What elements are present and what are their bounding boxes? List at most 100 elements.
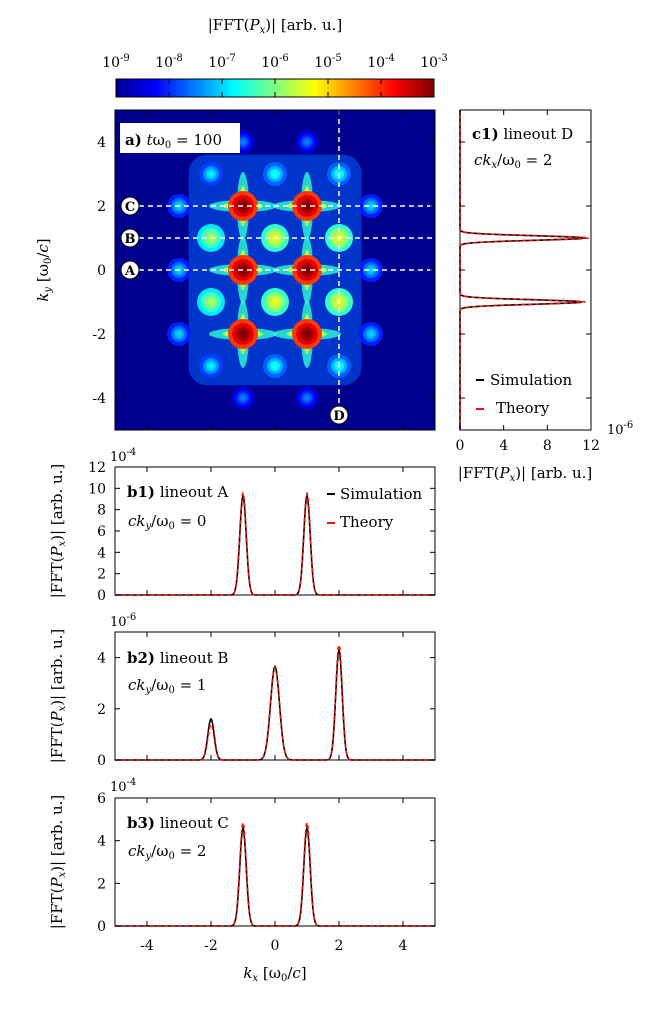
- lineout-marker-label: B: [125, 232, 136, 247]
- lineout-marker-label: A: [124, 264, 136, 279]
- colorbar-title: |FFT(Px)| [arb. u.]: [208, 16, 343, 36]
- panel-b3-xlabel: kx [ω0/c]: [243, 964, 306, 984]
- heatmap-peak: [208, 171, 214, 177]
- panel-b3-curves: [115, 822, 435, 927]
- heatmap-peak: [303, 266, 311, 274]
- legend-theory: Theory: [340, 513, 394, 531]
- lineout-marker-D: [329, 405, 349, 425]
- heatmap-peak: [368, 203, 374, 209]
- colorbar: |FFT(Px)| [arb. u.] 10-9 10-8 10-7 10-6 10-5…: [102, 16, 448, 98]
- y-tick-label: 0: [97, 919, 106, 935]
- colorbar-tick-label: 10-7: [208, 53, 236, 71]
- y-tick-label: 4: [97, 545, 106, 561]
- heatmap-peak: [176, 331, 182, 337]
- x-tick-label: 12: [582, 438, 600, 454]
- panel-a-annotation-box: [120, 123, 240, 153]
- x-tick-label: 0: [456, 438, 465, 454]
- panel-c1: c1) lineout D ckx/ω0 = 2 Simulation Theo…: [456, 109, 633, 484]
- x-tick-label: 4: [499, 438, 508, 454]
- legend-simulation: Simulation: [490, 371, 573, 389]
- legend-simulation: Simulation: [340, 485, 423, 503]
- x-tick-label: 2: [335, 938, 344, 954]
- heatmap-peak: [303, 330, 311, 338]
- y-tick-label: 6: [97, 791, 106, 807]
- heatmap-peak: [240, 395, 246, 401]
- lineout-marker-label: D: [333, 409, 344, 424]
- heatmap-peak: [304, 395, 310, 401]
- x-tick-label: -2: [204, 938, 218, 954]
- colorbar-tick-label: 10-4: [367, 53, 395, 71]
- x-tick-label: -4: [140, 938, 154, 954]
- panel-b3: 0 2 4 6 10-4 b3) lineout C cky/ω0 = 2 |FFT(…: [48, 777, 436, 984]
- heatmap-peak: [207, 298, 215, 306]
- lineout-marker-B: [120, 228, 140, 248]
- colorbar-tick-label: 10-9: [102, 53, 130, 71]
- colorbar-tick-label: 10-3: [420, 53, 448, 71]
- x-tick-label: 0: [271, 938, 280, 954]
- panel-a-y-tick-labels: -4 -2 0 2 4: [92, 135, 106, 407]
- colorbar-tick-label: 10-8: [155, 53, 183, 71]
- panel-b1-subtitle: cky/ω0 = 0: [128, 512, 206, 532]
- panel-b3-x-tick-labels: -4 -2 0 2 4: [140, 938, 407, 954]
- lineout-lines: [139, 110, 435, 406]
- panel-a-ylabel: ky [ω0/c]: [34, 238, 54, 301]
- lineout-marker-A: [120, 260, 140, 280]
- x-tick-label: 4: [399, 938, 408, 954]
- y-tick-label: 10: [88, 481, 106, 497]
- y-tick-label: -4: [92, 391, 106, 407]
- panel-b1-ticks: 0 2 4 6 8 10 12: [88, 460, 435, 604]
- panel-b3-ylabel: |FFT(Px)| [arb. u.]: [48, 795, 68, 930]
- panel-c1-x-multiplier: 10-6: [607, 420, 633, 438]
- panel-b3-subtitle: cky/ω0 = 2: [128, 842, 206, 862]
- y-tick-label: 0: [97, 588, 106, 604]
- y-tick-label: 4: [97, 135, 106, 151]
- heatmap-peak: [240, 139, 246, 145]
- panel-c1-title: c1) lineout D: [472, 125, 573, 143]
- colorbar-tick-labels: 10-9 10-8 10-7 10-6 10-5 10-4 10-3: [102, 53, 448, 71]
- panel-c1-legend: Simulation Theory: [476, 371, 573, 417]
- panel-a-label: a): [125, 131, 142, 149]
- heatmap-peak: [368, 331, 374, 337]
- series-theory: [115, 644, 435, 761]
- panel-c1-ticks: [459, 110, 592, 430]
- panel-a-annotation: a) tω0 = 100: [125, 131, 222, 151]
- y-tick-label: 12: [88, 460, 106, 476]
- series-theory: [115, 822, 435, 927]
- series-simulation: [115, 492, 435, 596]
- colorbar-tick-label: 10-6: [261, 53, 289, 71]
- series-theory: [115, 492, 435, 596]
- heatmap-peak: [239, 330, 247, 338]
- panel-c1-x-tick-labels: 0 4 8 12: [456, 438, 600, 454]
- heatmap-peak: [272, 363, 278, 369]
- panel-a-ticks: [115, 110, 435, 430]
- panel-b2: 0 2 4 10-6 b2) lineout B cky/ω0 = 1 |FFT(P…: [48, 612, 436, 769]
- panel-b2-curves: [115, 644, 435, 761]
- panel-b2-multiplier: 10-6: [110, 612, 136, 630]
- y-tick-label: 2: [97, 567, 106, 583]
- lineout-marker-label: C: [125, 200, 135, 215]
- y-tick-label: 2: [97, 876, 106, 892]
- panel-b2-ticks: 0 2 4: [97, 632, 435, 769]
- heatmap-peak: [368, 267, 374, 273]
- x-tick-label: 8: [543, 438, 552, 454]
- y-tick-label: 4: [97, 651, 106, 667]
- panel-b2-ylabel: |FFT(Px)| [arb. u.]: [48, 629, 68, 764]
- y-tick-label: 6: [97, 524, 106, 540]
- heatmap-peak: [271, 298, 279, 306]
- y-tick-label: 2: [97, 702, 106, 718]
- panel-c1-xlabel: |FFT(Px)| [arb. u.]: [458, 464, 593, 484]
- y-tick-label: 4: [97, 834, 106, 850]
- heatmap-peak: [272, 171, 278, 177]
- y-tick-label: 2: [97, 199, 106, 215]
- panel-b1-legend: Simulation Theory: [327, 485, 423, 531]
- panel-b3-ticks: 0 2 4 6: [97, 791, 435, 935]
- colorbar-tick-label: 10-5: [314, 53, 342, 71]
- panel-b2-title: b2) lineout B: [127, 649, 228, 667]
- heatmap-peak: [304, 139, 310, 145]
- panel-c1-subtitle: ckx/ω0 = 2: [474, 151, 552, 171]
- y-tick-label: 0: [97, 263, 106, 279]
- colorbar-ticks: [168, 79, 382, 97]
- panel-b2-subtitle: cky/ω0 = 1: [128, 676, 206, 696]
